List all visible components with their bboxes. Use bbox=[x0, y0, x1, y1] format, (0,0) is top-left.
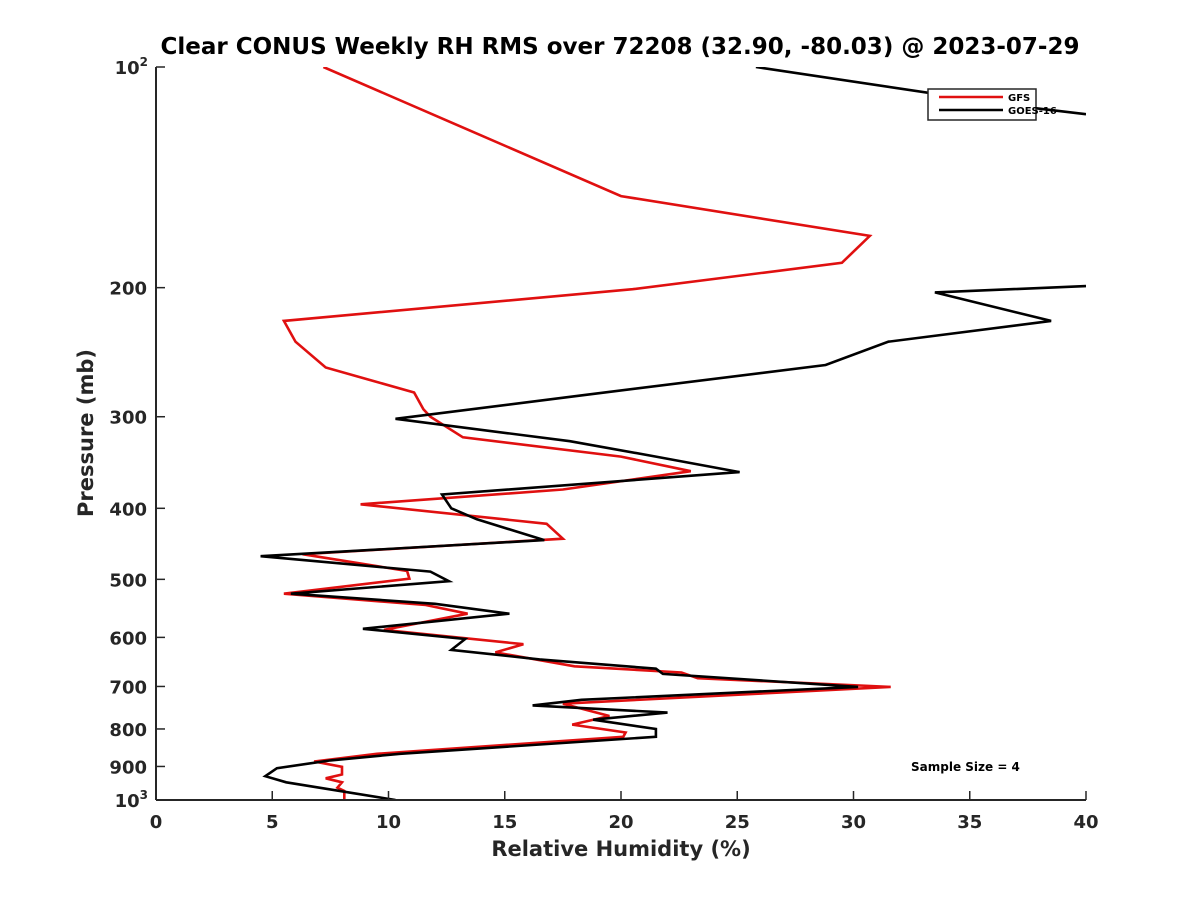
x-tick-label: 10 bbox=[376, 812, 401, 833]
y-tick-label: 102 bbox=[115, 55, 148, 79]
y-tick-label: 400 bbox=[109, 499, 147, 520]
legend-label-goes16: GOES-16 bbox=[1008, 106, 1057, 117]
x-tick-label: 30 bbox=[841, 812, 866, 833]
y-tick-label: 800 bbox=[109, 720, 147, 741]
x-tick-label: 40 bbox=[1073, 812, 1098, 833]
x-tick-label: 25 bbox=[725, 812, 750, 833]
x-tick-label: 35 bbox=[957, 812, 982, 833]
y-ticks: 102 200 300 400 500 600 700 800 900 103 bbox=[109, 55, 165, 812]
y-tick-label: 700 bbox=[109, 677, 147, 698]
x-axis-label: Relative Humidity (%) bbox=[491, 837, 750, 861]
legend-label-gfs: GFS bbox=[1008, 93, 1030, 104]
legend-box bbox=[927, 88, 1037, 121]
y-axis-label: Pressure (mb) bbox=[74, 349, 98, 517]
y-tick-label: 200 bbox=[109, 279, 147, 300]
x-tick-label: 0 bbox=[150, 812, 163, 833]
sample-size-annotation: Sample Size = 4 bbox=[911, 760, 1020, 774]
y-tick-label: 600 bbox=[109, 628, 147, 649]
x-tick-label: 20 bbox=[608, 812, 633, 833]
y-tick-label: 900 bbox=[109, 757, 147, 778]
chart-title: Clear CONUS Weekly RH RMS over 72208 (32… bbox=[161, 34, 1080, 60]
x-tick-label: 5 bbox=[266, 812, 279, 833]
y-tick-label: 500 bbox=[109, 570, 147, 591]
x-ticks: 0 5 10 15 20 25 30 35 40 bbox=[150, 791, 1099, 833]
y-tick-label: 103 bbox=[115, 788, 148, 812]
legend: GFS GOES-16 bbox=[927, 88, 1057, 121]
x-tick-label: 15 bbox=[492, 812, 517, 833]
plot-area bbox=[156, 67, 1086, 800]
y-tick-label: 300 bbox=[109, 408, 147, 429]
